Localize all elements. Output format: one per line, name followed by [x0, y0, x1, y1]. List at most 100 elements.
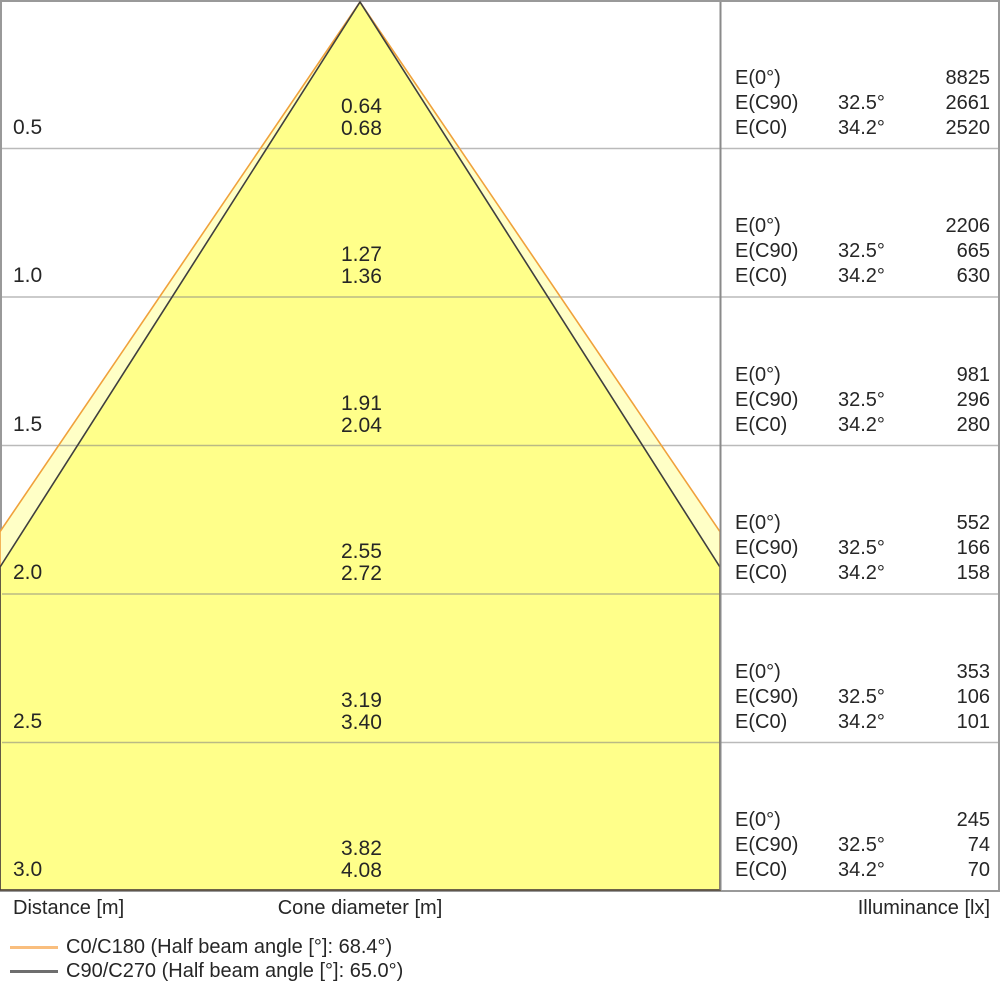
- table-row-1-0m: 1.0 1.27 1.36 E(0°) 2206 E(C90) 32.5° 665 E…: [0, 149, 1000, 298]
- legend: C0/C180 (Half beam angle [°]: 68.4°) C90…: [0, 936, 1000, 983]
- illuminance-block: E(0°) 245 E(C90) 32.5° 74 E(C0) 34.2° 70: [735, 808, 990, 883]
- cone-diameter-values: 2.55 2.72: [341, 541, 382, 585]
- ec0-value: 158: [956, 562, 990, 584]
- distance-label: 1.0: [13, 264, 43, 287]
- ec90-angle: 32.5°: [838, 240, 885, 262]
- ec0-label: E(C0): [735, 562, 788, 584]
- cone-diameter-values: 1.27 1.36: [341, 244, 382, 288]
- table-row-2-5m: 2.5 3.19 3.40 E(0°) 353 E(C90) 32.5° 106 E(…: [0, 594, 1000, 743]
- ec90-line: E(C90) 32.5° 166: [735, 536, 990, 561]
- distance-label: 2.5: [13, 709, 43, 733]
- cone-diameter-c90: 1.27: [341, 243, 382, 266]
- cone-c90-outline: [0, 0, 721, 891]
- ec0-angle: 34.2°: [838, 116, 885, 139]
- ec90-label: E(C90): [735, 685, 799, 708]
- ec0-label: E(C0): [735, 859, 788, 881]
- ec90-angle: 32.5°: [838, 685, 885, 708]
- ec90-angle: 32.5°: [838, 537, 885, 559]
- light-cone-table: 0.5 0.64 0.68 E(0°) 8825 E(C90) 32.5° 2661 …: [0, 0, 1000, 892]
- ec90-value: 2661: [945, 91, 991, 114]
- cone-diameter-values: 0.64 0.68: [341, 94, 382, 140]
- ec0-label: E(C0): [735, 413, 788, 436]
- ec0-angle: 34.2°: [838, 859, 885, 881]
- cone-diameter-c0: 3.40: [341, 710, 382, 734]
- table-row-0-5m: 0.5 0.64 0.68 E(0°) 8825 E(C90) 32.5° 2661 …: [0, 0, 1000, 149]
- e0-line: E(0°) 981: [735, 363, 990, 388]
- e0-label: E(0°): [735, 363, 781, 386]
- ec90-value: 166: [956, 537, 990, 559]
- ec0-line: E(C0) 34.2° 101: [735, 710, 990, 735]
- ec90-angle: 32.5°: [838, 91, 885, 114]
- e0-line: E(0°) 353: [735, 660, 990, 685]
- cone-diameter-c90: 0.64: [341, 94, 382, 118]
- illuminance-block: E(0°) 981 E(C90) 32.5° 296 E(C0) 34.2° 280: [735, 363, 990, 438]
- illuminance-block: E(0°) 552 E(C90) 32.5° 166 E(C0) 34.2° 158: [735, 511, 990, 586]
- c90-line-swatch-icon: [10, 969, 58, 973]
- ec90-line: E(C90) 32.5° 296: [735, 388, 990, 413]
- ec90-line: E(C90) 32.5° 106: [735, 685, 990, 710]
- cone-diameter-c90: 2.55: [341, 540, 382, 563]
- e0-label: E(0°): [735, 660, 781, 683]
- e0-value: 981: [956, 363, 990, 386]
- e0-label: E(0°): [735, 66, 781, 89]
- table-row-1-5m: 1.5 1.91 2.04 E(0°) 981 E(C90) 32.5° 296 E(…: [0, 297, 1000, 446]
- ec90-value: 74: [967, 834, 990, 856]
- ec0-value: 280: [956, 413, 990, 436]
- e0-line: E(0°) 2206: [735, 214, 990, 239]
- ec90-label: E(C90): [735, 240, 799, 262]
- c0-line-swatch-icon: [10, 946, 58, 950]
- ec90-line: E(C90) 32.5° 74: [735, 833, 990, 858]
- ec90-label: E(C90): [735, 834, 799, 856]
- axis-labels: Distance [m] Cone diameter [m] Illuminan…: [0, 891, 1000, 923]
- illuminance-block: E(0°) 2206 E(C90) 32.5° 665 E(C0) 34.2° 630: [735, 214, 990, 289]
- e0-label: E(0°): [735, 512, 781, 534]
- ec0-angle: 34.2°: [838, 562, 885, 584]
- ec0-line: E(C0) 34.2° 280: [735, 413, 990, 438]
- ec0-line: E(C0) 34.2° 158: [735, 561, 990, 586]
- ec90-angle: 32.5°: [838, 834, 885, 856]
- e0-label: E(0°): [735, 215, 781, 237]
- ec90-label: E(C90): [735, 388, 799, 411]
- cone-diameter-c0: 0.68: [341, 116, 382, 140]
- table-row-2-0m: 2.0 2.55 2.72 E(0°) 552 E(C90) 32.5° 166 E(…: [0, 446, 1000, 595]
- cone-diagram-canvas: [0, 0, 1000, 892]
- cone-diameter-c0: 4.08: [341, 859, 382, 882]
- ec0-label: E(C0): [735, 710, 788, 733]
- distance-label: 1.5: [13, 412, 43, 436]
- ec90-value: 296: [956, 388, 990, 411]
- table-border: [0, 0, 1000, 892]
- e0-value: 8825: [945, 66, 991, 89]
- cone-diameter-c0: 1.36: [341, 265, 382, 288]
- c0-line-swatch-color: [10, 946, 58, 950]
- e0-angle: [838, 66, 910, 91]
- ec90-value: 106: [956, 685, 990, 708]
- cone-diameter-axis-label: Cone diameter [m]: [277, 897, 443, 919]
- ec0-angle: 34.2°: [838, 710, 885, 733]
- cone-diameter-c90: 3.19: [341, 688, 382, 712]
- e0-angle: [838, 660, 910, 685]
- cone-diameter-values: 3.82 4.08: [341, 838, 382, 882]
- ec90-label: E(C90): [735, 91, 799, 114]
- e0-angle: [838, 511, 910, 536]
- cone-diameter-c0: 2.72: [341, 562, 382, 585]
- e0-value: 353: [956, 660, 990, 683]
- illuminance-axis-label: Illuminance [lx]: [857, 897, 990, 919]
- ec0-angle: 34.2°: [838, 265, 885, 287]
- e0-line: E(0°) 8825: [735, 66, 990, 91]
- ec0-line: E(C0) 34.2° 2520: [735, 116, 990, 141]
- ec90-line: E(C90) 32.5° 665: [735, 239, 990, 264]
- table-row-3-0m: 3.0 3.82 4.08 E(0°) 245 E(C90) 32.5° 74 E(C…: [0, 743, 1000, 892]
- ec90-label: E(C90): [735, 537, 799, 559]
- legend-label-c90: C90/C270 (Half beam angle [°]: 65.0°): [66, 959, 404, 982]
- legend-item-c0-c180: C0/C180 (Half beam angle [°]: 68.4°): [0, 936, 1000, 960]
- illuminance-block: E(0°) 8825 E(C90) 32.5° 2661 E(C0) 34.2° 2520: [735, 66, 990, 141]
- distance-axis-label: Distance [m]: [13, 897, 125, 919]
- cone-diameter-values: 3.19 3.40: [341, 688, 382, 734]
- ec0-line: E(C0) 34.2° 630: [735, 264, 990, 289]
- e0-value: 2206: [945, 215, 991, 237]
- cone-diameter-c0: 2.04: [341, 413, 382, 437]
- ec90-value: 665: [956, 240, 990, 262]
- e0-angle: [838, 214, 910, 239]
- e0-angle: [838, 808, 910, 833]
- e0-line: E(0°) 552: [735, 511, 990, 536]
